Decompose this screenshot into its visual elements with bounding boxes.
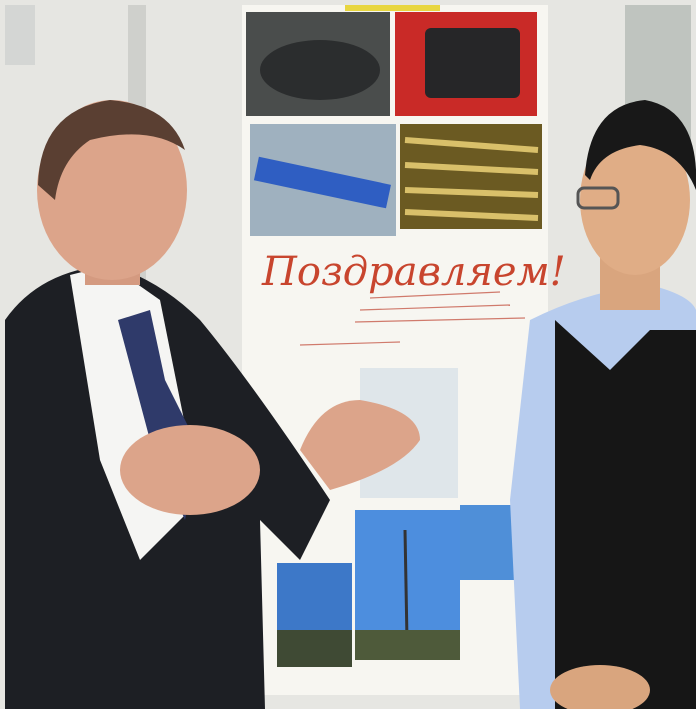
hand: [550, 665, 650, 709]
turbine-ground: [355, 630, 460, 660]
hand-left: [120, 425, 260, 515]
vest: [555, 320, 696, 709]
blades: [404, 137, 539, 221]
device: [425, 28, 520, 98]
turbine-mast: [403, 529, 409, 641]
field-ground: [277, 630, 352, 667]
poster-title: Поздравляем!: [261, 249, 566, 295]
poster-photo-sky-small: [460, 505, 518, 580]
hair: [38, 100, 185, 200]
head: [580, 125, 690, 275]
hand-right: [300, 400, 420, 490]
poster: Поздравляем!: [242, 5, 566, 695]
hair: [585, 100, 696, 190]
man-right: [510, 100, 696, 709]
man-left: [5, 100, 420, 709]
handwriting: [299, 291, 526, 346]
glasses: [576, 186, 620, 210]
pipes: [253, 156, 391, 209]
tire-pile: [260, 40, 380, 100]
wall-frame: [5, 5, 35, 65]
poster-strip: [345, 5, 440, 11]
